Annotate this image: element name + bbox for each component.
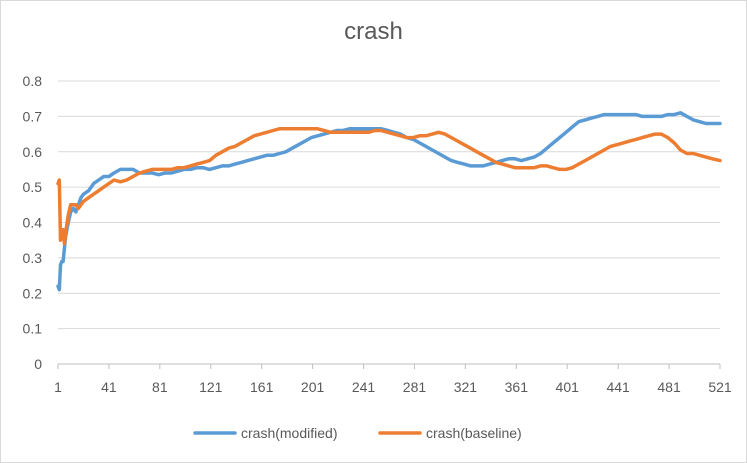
chart-title: crash bbox=[344, 18, 403, 45]
series-line-baseline bbox=[56, 127, 722, 246]
x-tick-label: 321 bbox=[454, 379, 478, 395]
y-tick-label: 0.8 bbox=[23, 73, 43, 89]
y-tick-label: 0.2 bbox=[23, 285, 43, 301]
x-tick-label: 121 bbox=[199, 379, 223, 395]
x-axis-ticks: 1 41 81 121 161 201 241 281 321 361 401 441 481 521 bbox=[54, 364, 732, 395]
x-tick-label: 161 bbox=[250, 379, 274, 395]
y-tick-label: 0.7 bbox=[23, 108, 43, 124]
x-tick-label: 441 bbox=[606, 379, 630, 395]
y-tick-label: 0.3 bbox=[23, 250, 43, 266]
y-tick-label: 0.1 bbox=[23, 321, 43, 337]
legend-label: crash(baseline) bbox=[426, 425, 522, 441]
series-line-modified bbox=[56, 111, 722, 292]
x-tick-label: 481 bbox=[657, 379, 681, 395]
x-tick-label: 521 bbox=[708, 379, 732, 395]
y-tick-label: 0 bbox=[34, 356, 42, 372]
gridlines bbox=[58, 80, 720, 365]
x-tick-label: 401 bbox=[556, 379, 580, 395]
y-axis-ticks: 0 0.1 0.2 0.3 0.4 0.5 0.6 0.7 0.8 bbox=[23, 73, 43, 372]
x-tick-label: 81 bbox=[152, 379, 168, 395]
legend: crash(modified) crash(baseline) bbox=[193, 425, 522, 441]
x-tick-label: 201 bbox=[301, 379, 325, 395]
y-tick-label: 0.6 bbox=[23, 144, 43, 160]
x-tick-label: 361 bbox=[505, 379, 529, 395]
x-tick-label: 241 bbox=[352, 379, 376, 395]
y-tick-label: 0.4 bbox=[23, 215, 43, 231]
x-tick-label: 281 bbox=[403, 379, 427, 395]
legend-label: crash(modified) bbox=[241, 425, 337, 441]
series-lines bbox=[56, 111, 722, 292]
x-tick-label: 41 bbox=[101, 379, 117, 395]
x-tick-label: 1 bbox=[54, 379, 62, 395]
y-tick-label: 0.5 bbox=[23, 179, 43, 195]
